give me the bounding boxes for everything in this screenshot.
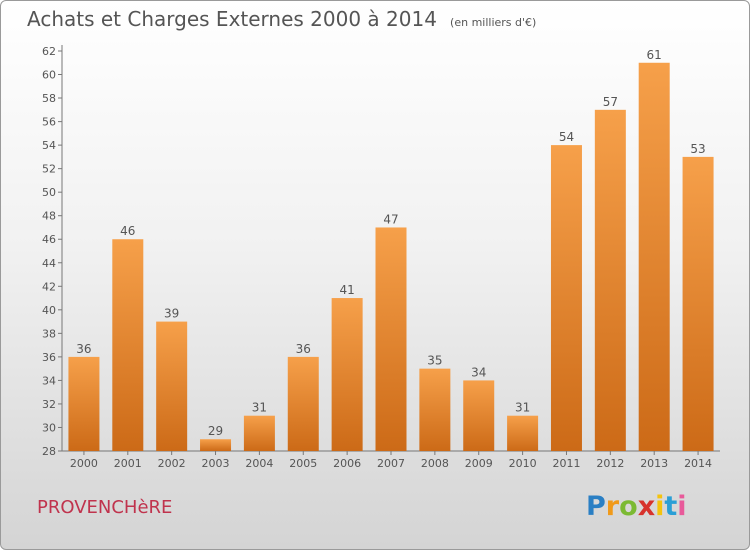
bar-2002 (156, 321, 188, 451)
chart-title: Achats et Charges Externes 2000 à 2014 (… (27, 7, 536, 31)
bar-2003 (200, 439, 232, 451)
x-tick-label: 2005 (289, 457, 317, 470)
bar-2004 (243, 415, 275, 451)
x-tick-label: 2006 (333, 457, 361, 470)
x-tick-label: 2008 (421, 457, 449, 470)
x-tick-label: 2012 (596, 457, 624, 470)
proxiti-logo: Proxiti (586, 491, 687, 522)
logo-letter: i (655, 491, 665, 522)
bar-2010 (507, 415, 539, 451)
chart-axes: 28 30 32 34 36 38 40 42 44 46 48 50 52 54 56 58 60 62 2000… (42, 45, 720, 470)
y-tick-label: 44 (42, 257, 56, 270)
y-tick-label: 52 (42, 163, 56, 176)
y-tick-label: 60 (42, 69, 56, 82)
data-label: 47 (383, 212, 398, 226)
data-label: 29 (208, 424, 223, 438)
y-tick-label: 62 (42, 45, 56, 58)
data-label: 57 (603, 95, 618, 109)
chart-data-labels: 36 46 39 29 31 36 41 47 35 34 31 54 57 61 53 (76, 48, 705, 438)
bar-2014 (682, 156, 714, 451)
x-tick-label: 2010 (509, 457, 537, 470)
x-tick-label: 2002 (158, 457, 186, 470)
x-tick-label: 2014 (684, 457, 712, 470)
y-tick-label: 46 (42, 233, 56, 246)
y-tick-label: 38 (42, 327, 56, 340)
x-tick-label: 2013 (640, 457, 668, 470)
bar-2001 (112, 239, 144, 451)
x-tick-label: 2007 (377, 457, 405, 470)
bar-2000 (68, 356, 100, 451)
logo-letter: o (619, 491, 638, 522)
data-label: 35 (427, 354, 442, 368)
data-label: 39 (164, 307, 179, 321)
data-label: 46 (120, 224, 135, 238)
logo-letter: i (677, 491, 687, 522)
y-tick-label: 42 (42, 280, 56, 293)
bar-2012 (594, 109, 626, 451)
y-tick-label: 32 (42, 398, 56, 411)
bar-2013 (638, 62, 670, 451)
data-label: 31 (515, 401, 530, 415)
bar-2011 (550, 145, 582, 451)
data-label: 53 (690, 142, 705, 156)
bar-2007 (375, 227, 407, 451)
bar-2009 (463, 380, 495, 451)
commune-name: PROVENCHèRE (37, 497, 173, 518)
logo-letter: x (637, 491, 656, 522)
x-tick-label: 2009 (465, 457, 493, 470)
y-tick-label: 58 (42, 92, 56, 105)
y-tick-label: 30 (42, 421, 56, 434)
y-tick-label: 54 (42, 139, 56, 152)
data-label: 61 (647, 48, 662, 62)
data-label: 54 (559, 130, 574, 144)
y-tick-label: 36 (42, 351, 56, 364)
x-tick-label: 2004 (245, 457, 273, 470)
chart-bars (68, 62, 714, 451)
bar-2006 (331, 298, 363, 451)
y-tick-label: 50 (42, 186, 56, 199)
y-tick-label: 48 (42, 210, 56, 223)
logo-letter: P (586, 491, 606, 522)
data-label: 36 (76, 342, 91, 356)
data-label: 31 (252, 401, 267, 415)
chart-title-unit: (en milliers d'€) (450, 16, 537, 29)
data-label: 34 (471, 365, 486, 379)
data-label: 36 (296, 342, 311, 356)
x-tick-label: 2003 (202, 457, 230, 470)
y-tick-label: 28 (42, 445, 56, 458)
bar-2008 (419, 368, 451, 451)
chart-title-main: Achats et Charges Externes 2000 à 2014 (27, 7, 437, 31)
x-tick-label: 2000 (70, 457, 98, 470)
logo-letter: t (664, 491, 678, 522)
data-label: 41 (339, 283, 354, 297)
bar-2005 (287, 356, 319, 451)
x-tick-label: 2011 (552, 457, 580, 470)
logo-letter: r (605, 491, 620, 522)
x-tick-label: 2001 (114, 457, 142, 470)
y-tick-label: 40 (42, 304, 56, 317)
y-tick-label: 56 (42, 116, 56, 129)
y-tick-label: 34 (42, 374, 56, 387)
